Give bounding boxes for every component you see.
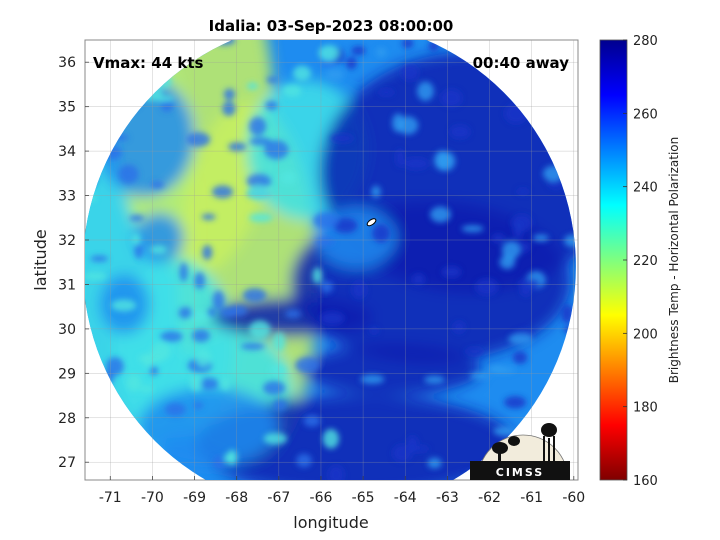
y-axis-label: latitude <box>31 229 50 290</box>
cimss-logo: CIMSS <box>470 423 570 481</box>
x-tick-label: -61 <box>520 490 543 506</box>
colorbar-tick-label: 220 <box>633 254 658 269</box>
logo-text: CIMSS <box>496 466 544 479</box>
colorbar-label: Brightness Temp - Horizontal Polarizatio… <box>667 137 681 384</box>
y-tick-label: 31 <box>58 277 76 293</box>
colorbar-tick-label: 160 <box>633 474 658 489</box>
x-tick-label: -70 <box>141 490 164 506</box>
y-tick-label: 34 <box>58 144 76 160</box>
y-tick-labels: 27 28 29 30 31 32 33 34 35 36 <box>58 55 76 471</box>
x-tick-label: -62 <box>478 490 501 506</box>
colorbar <box>599 39 628 481</box>
y-tick-label: 27 <box>58 455 76 471</box>
chart-title: Idalia: 03-Sep-2023 08:00:00 <box>209 17 454 35</box>
y-tick-label: 28 <box>58 411 76 427</box>
colorbar-tick-label: 200 <box>633 327 658 342</box>
x-tick-label: -65 <box>352 490 375 506</box>
x-tick-label: -64 <box>394 490 417 506</box>
vmax-annotation: Vmax: 44 kts <box>93 54 203 72</box>
colorbar-tick-label: 180 <box>633 401 658 416</box>
colorbar-tick-label: 240 <box>633 181 658 196</box>
y-tick-label: 29 <box>58 366 76 382</box>
x-tick-label: -66 <box>310 490 333 506</box>
x-tick-labels: -71 -70 -69 -68 -67 -66 -65 -64 -63 -62 -61 -60 <box>99 490 585 506</box>
x-axis-label: longitude <box>293 513 368 532</box>
x-tick-label: -71 <box>99 490 122 506</box>
storm-center-marker <box>366 218 377 227</box>
y-tick-label: 32 <box>58 233 76 249</box>
colorbar-tick-label: 260 <box>633 107 658 122</box>
x-tick-label: -67 <box>267 490 290 506</box>
time-away-annotation: 00:40 away <box>473 54 570 72</box>
x-tick-label: -60 <box>562 490 585 506</box>
x-tick-label: -69 <box>183 490 206 506</box>
colorbar-ticks: 280 260 240 220 200 180 160 <box>623 34 658 489</box>
y-tick-label: 30 <box>58 322 76 338</box>
x-tick-label: -63 <box>436 490 459 506</box>
y-tick-label: 36 <box>58 55 76 71</box>
swath-field <box>85 40 576 480</box>
brightness-temp-swath <box>85 40 576 480</box>
y-tick-label: 35 <box>58 100 76 116</box>
x-tick-label: -68 <box>225 490 248 506</box>
y-tick-label: 33 <box>58 189 76 205</box>
colorbar-tick-label: 280 <box>633 34 658 49</box>
